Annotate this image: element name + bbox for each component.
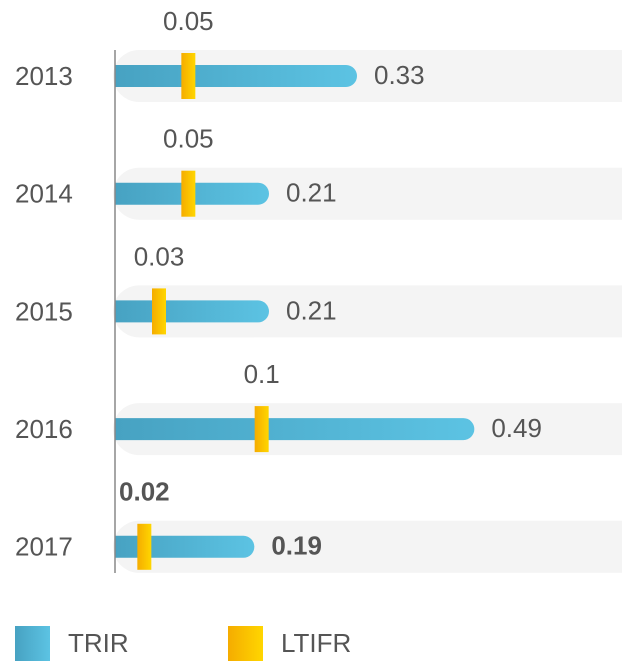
legend-label: TRIR (68, 628, 129, 658)
bar (115, 418, 475, 441)
bar (115, 535, 255, 558)
marker (181, 53, 196, 99)
y-tick-label: 2014 (15, 179, 73, 209)
marker (152, 288, 166, 335)
row-background (113, 285, 622, 338)
row-background (113, 50, 622, 102)
value-label: 0.19 (271, 531, 322, 561)
legend-swatch (15, 626, 50, 661)
bar (115, 65, 357, 87)
value-label: 0.05 (163, 124, 214, 154)
legend-swatch (228, 626, 263, 661)
legend-label: LTIFR (281, 628, 351, 658)
value-label: 0.1 (244, 359, 280, 389)
value-label: 0.21 (286, 178, 337, 208)
y-tick-label: 2016 (15, 414, 73, 444)
y-tick-label: 2015 (15, 296, 73, 326)
row-background (113, 167, 622, 220)
marker (254, 406, 269, 453)
marker (181, 170, 196, 217)
bar (115, 300, 269, 323)
row-background (113, 520, 622, 573)
value-label: 0.02 (119, 477, 170, 507)
value-label: 0.33 (374, 60, 425, 90)
y-tick-label: 2013 (15, 61, 73, 91)
marker (137, 523, 152, 570)
value-label: 0.05 (163, 6, 214, 36)
value-label: 0.49 (491, 413, 542, 443)
value-label: 0.21 (286, 295, 337, 325)
y-tick-label: 2017 (15, 532, 73, 562)
value-label: 0.03 (134, 241, 185, 271)
